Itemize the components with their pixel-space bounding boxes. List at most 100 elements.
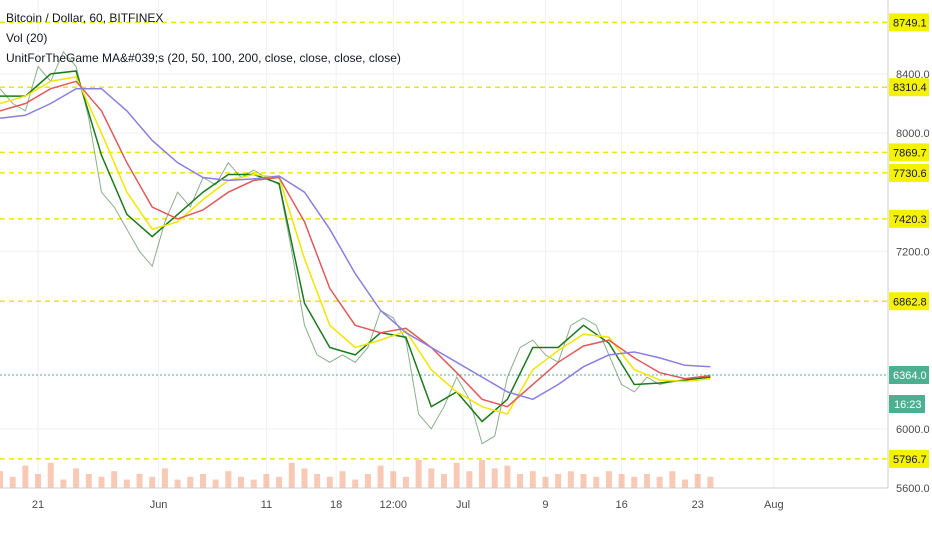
current-price-tag — [889, 366, 929, 385]
volume-bar — [580, 474, 587, 488]
level-tag — [889, 449, 929, 468]
volume-bar — [593, 476, 600, 488]
volume-bar — [0, 471, 3, 488]
level-tag-label: 7730.6 — [893, 168, 927, 180]
volume-bar — [339, 471, 346, 488]
volume-bar — [250, 479, 257, 488]
volume-bar — [618, 474, 625, 488]
volume-bar — [263, 474, 270, 488]
volume-bar — [301, 468, 308, 488]
level-tag — [889, 209, 929, 228]
level-tag-label: 7869.7 — [893, 147, 927, 159]
series-line-ma50 — [0, 76, 711, 415]
volume-bar — [529, 471, 536, 488]
volume-bar — [491, 468, 498, 488]
volume-bar — [555, 474, 562, 488]
volume-bar — [98, 476, 105, 488]
volume-bar — [85, 474, 92, 488]
price-tick-label: 8400.0 — [896, 69, 930, 81]
symbol-title[interactable]: Bitcoin / Dollar, 60, BITFINEX — [6, 11, 164, 25]
volume-bar — [605, 471, 612, 488]
volume-bar — [479, 460, 486, 488]
volume-bar — [402, 476, 409, 488]
level-tag — [889, 143, 929, 162]
level-tag-label: 8310.4 — [893, 82, 927, 94]
volume-bar — [428, 468, 435, 488]
volume-bar — [9, 476, 16, 488]
current-price-label: 6364.0 — [893, 370, 927, 382]
volume-bar — [22, 465, 29, 488]
volume-bar — [682, 479, 689, 488]
countdown-tag — [889, 395, 925, 414]
series-line-price — [0, 50, 711, 445]
volume-bar — [149, 476, 156, 488]
series-line-ma200 — [0, 87, 711, 401]
volume-bar — [123, 479, 130, 488]
time-tick-label: 9 — [542, 499, 548, 511]
volume-bar — [352, 479, 359, 488]
volume-bar — [542, 476, 549, 488]
time-tick-label: 16 — [615, 499, 627, 511]
price-tick-label: 5600.0 — [896, 483, 930, 495]
volume-bar — [694, 474, 701, 488]
series-lines — [0, 50, 711, 445]
price-tick-label: 7200.0 — [896, 246, 930, 258]
level-tag — [889, 78, 929, 97]
volume-bar — [707, 476, 714, 488]
volume-bar — [225, 471, 232, 488]
time-axis[interactable]: 21 Jun 11 18 12:00 Jul 9 16 23 Aug — [0, 487, 888, 511]
volume-bar — [73, 468, 80, 488]
time-tick-label: 12:00 — [379, 499, 407, 511]
volume-bar — [567, 471, 574, 488]
time-tick-label: 21 — [32, 499, 44, 511]
countdown-label: 16:23 — [894, 399, 922, 411]
volume-bar — [161, 468, 168, 488]
volume-bar — [441, 474, 447, 488]
time-tick-label: Aug — [764, 499, 784, 511]
volume-bar — [111, 471, 118, 488]
volume-bar — [35, 474, 42, 488]
volume-bar — [276, 476, 283, 488]
level-tag-label: 6862.8 — [893, 296, 927, 308]
volume-bar — [390, 471, 397, 488]
level-tag — [889, 13, 929, 32]
volume-bar — [631, 476, 638, 488]
volume-bar — [669, 471, 676, 488]
volume-bar — [466, 471, 473, 488]
volume-bar — [199, 474, 206, 488]
volume-bars — [0, 460, 714, 488]
legend: Bitcoin / Dollar, 60, BITFINEX Vol (20) … — [6, 8, 401, 68]
level-tag-label: 7420.3 — [893, 214, 927, 226]
price-tick-label: 6000.0 — [896, 424, 930, 436]
volume-bar — [187, 476, 194, 488]
volume-bar — [238, 476, 245, 488]
level-tag-label: 8749.1 — [893, 17, 927, 29]
price-axis[interactable]: 8749.1 8310.4 7869.7 7730.6 7420.3 6862.8 5796… — [887, 0, 930, 495]
volume-bar — [415, 460, 422, 488]
grid — [0, 0, 888, 489]
time-tick-label: Jul — [456, 499, 470, 511]
volume-bar — [453, 462, 460, 488]
volume-bar — [136, 474, 143, 488]
price-tick-label: 8000.0 — [896, 128, 930, 140]
time-tick-label: Jun — [150, 499, 168, 511]
level-tag — [889, 292, 929, 311]
volume-bar — [47, 462, 54, 488]
volume-bar — [326, 476, 333, 488]
volume-bar — [314, 474, 321, 488]
series-line-ma20 — [0, 70, 711, 423]
time-tick-label: 18 — [330, 499, 342, 511]
volume-bar — [643, 474, 650, 488]
series-line-ma100 — [0, 80, 711, 408]
volume-bar — [504, 465, 511, 488]
volume-bar — [288, 462, 295, 488]
ma-indicator-label[interactable]: UnitForTheGame MA&#039;s (20, 50, 100, 2… — [6, 51, 401, 65]
volume-bar — [60, 479, 67, 488]
time-tick-label: 11 — [261, 499, 272, 511]
level-tag-label: 5796.7 — [893, 454, 927, 466]
volume-bar — [364, 474, 371, 488]
volume-indicator-label[interactable]: Vol (20) — [6, 31, 48, 45]
volume-bar — [377, 465, 384, 488]
